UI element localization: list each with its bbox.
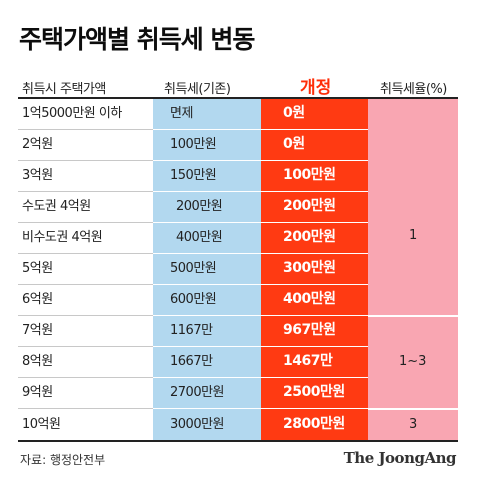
old-tax-cell: 500만원 [170, 261, 217, 276]
row-divider [18, 284, 368, 285]
row-divider [18, 222, 153, 223]
brand-logo: The JoongAng [343, 449, 457, 467]
old-tax-column [153, 98, 261, 440]
new-tax-cell: 0원 [283, 136, 305, 152]
table-row: 수도권 4억원 200만원 200만원 [18, 191, 458, 222]
price-cell: 2억원 [22, 137, 53, 152]
row-divider [18, 408, 153, 409]
table-top-rule [18, 97, 458, 99]
table-row: 9억원 2700만원 2500만원 [18, 377, 458, 408]
price-cell: 3억원 [22, 168, 53, 183]
new-tax-cell: 200만원 [283, 198, 336, 214]
header-old-tax: 취득세(기존) [164, 82, 231, 97]
old-tax-cell: 2700만원 [170, 385, 225, 400]
old-tax-cell: 면제 [170, 106, 193, 121]
source-note: 자료: 행정안전부 [20, 453, 106, 467]
row-divider [18, 377, 368, 378]
row-divider [18, 253, 368, 254]
table-row: 1억5000만원 이하 면제 0원 [18, 98, 458, 129]
price-cell: 7억원 [22, 323, 53, 338]
rate-label-1: 1 [409, 228, 418, 243]
rate-label-1-3: 1~3 [399, 354, 427, 369]
price-cell: 5억원 [22, 261, 53, 276]
row-divider [18, 315, 153, 316]
table-row: 7억원 1167만 967만원 [18, 315, 458, 346]
old-tax-cell: 3000만원 [170, 417, 225, 432]
price-cell: 1억5000만원 이하 [22, 106, 122, 121]
row-divider [18, 408, 368, 409]
old-tax-cell: 1167만 [170, 323, 213, 338]
old-tax-cell: 100만원 [170, 137, 217, 152]
price-cell: 10억원 [22, 417, 61, 432]
header-price: 취득시 주택가액 [22, 82, 106, 97]
table-row: 6억원 600만원 400만원 [18, 284, 458, 315]
new-tax-cell: 0원 [283, 105, 305, 121]
new-tax-cell: 967만원 [283, 322, 336, 338]
tax-rate-column [368, 98, 458, 440]
new-tax-cell: 300만원 [283, 260, 336, 276]
row-divider [18, 346, 368, 347]
price-cell: 수도권 4억원 [22, 199, 91, 214]
rate-label-3: 3 [409, 417, 418, 432]
table-row: 2억원 100만원 0원 [18, 129, 458, 160]
row-divider [18, 222, 368, 223]
old-tax-cell: 1667만 [170, 354, 213, 369]
new-tax-cell: 2500만원 [283, 384, 345, 400]
new-tax-cell: 200만원 [283, 229, 336, 245]
row-divider [18, 191, 153, 192]
table-row: 5억원 500만원 300만원 [18, 253, 458, 284]
price-cell: 비수도권 4억원 [22, 230, 103, 245]
row-divider [18, 284, 153, 285]
row-divider [18, 129, 368, 130]
new-tax-cell: 400만원 [283, 291, 336, 307]
table-row: 3억원 150만원 100만원 [18, 160, 458, 191]
row-divider [18, 191, 368, 192]
new-tax-cell: 2800만원 [283, 416, 345, 432]
table-bottom-rule [18, 440, 458, 442]
price-cell: 8억원 [22, 354, 53, 369]
old-tax-cell: 200만원 [176, 199, 223, 214]
price-cell: 6억원 [22, 292, 53, 307]
row-divider [18, 377, 153, 378]
table-row: 10억원 3000만원 2800만원 [18, 409, 458, 440]
old-tax-cell: 600만원 [170, 292, 217, 307]
table-row: 8억원 1667만 1467만 [18, 346, 458, 377]
old-tax-cell: 150만원 [170, 168, 217, 183]
page-title: 주택가액별 취득세 변동 [19, 25, 255, 54]
row-divider [18, 160, 153, 161]
row-divider [18, 315, 368, 316]
row-divider [18, 346, 153, 347]
new-tax-cell: 100만원 [283, 167, 336, 183]
rate-group-divider [368, 408, 458, 410]
header-tax-rate: 취득세율(%) [380, 82, 447, 97]
new-tax-column [261, 98, 368, 440]
old-tax-cell: 400만원 [176, 230, 223, 245]
price-cell: 9억원 [22, 385, 53, 400]
header-new-tax: 개정 [300, 78, 332, 98]
table-row: 비수도권 4억원 400만원 200만원 [18, 222, 458, 253]
new-tax-cell: 1467만 [283, 353, 333, 369]
row-divider [18, 160, 368, 161]
row-divider [18, 253, 153, 254]
row-divider [18, 129, 153, 130]
rate-group-divider [368, 315, 458, 317]
